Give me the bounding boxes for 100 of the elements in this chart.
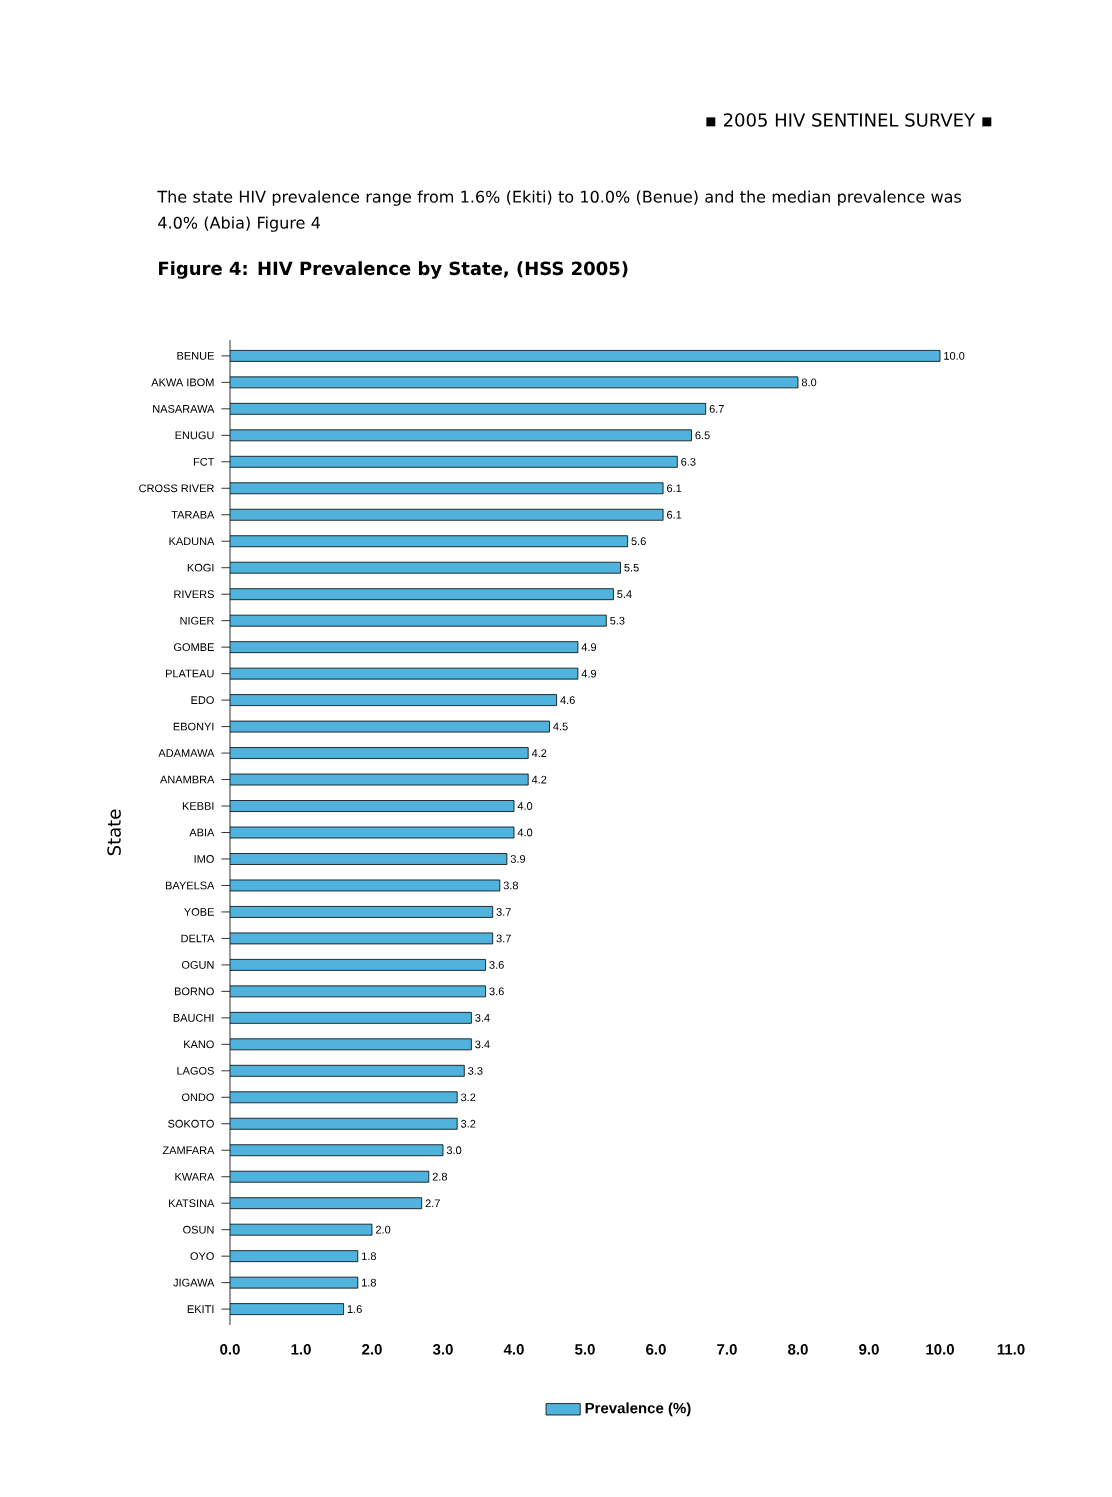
data-label: 5.5 — [624, 563, 639, 572]
y-tick-label: OGUN — [181, 960, 214, 969]
bar — [230, 800, 515, 812]
y-axis-title: State — [107, 809, 121, 856]
data-label: 5.6 — [631, 537, 646, 546]
y-tick-label: NIGER — [180, 616, 214, 625]
data-label: 4.0 — [517, 802, 533, 810]
bar — [230, 1064, 465, 1077]
y-tick-label: OYO — [190, 1252, 214, 1261]
data-label: 3.8 — [503, 881, 519, 890]
data-label: 4.2 — [531, 775, 547, 784]
bar — [230, 561, 621, 574]
bar — [230, 508, 664, 521]
data-label: 5.4 — [617, 590, 632, 599]
data-label: 3.9 — [510, 855, 526, 863]
y-tick-label: TARABA — [171, 510, 215, 519]
x-tick-label: 0.0 — [220, 1344, 240, 1355]
y-tick-label: EKITI — [187, 1305, 214, 1313]
data-label: 3.2 — [461, 1093, 476, 1102]
data-label: 4.9 — [581, 669, 597, 678]
data-label: 3.4 — [475, 1040, 490, 1049]
data-label: 3.2 — [461, 1119, 476, 1128]
x-tick-label: 7.0 — [717, 1344, 737, 1355]
y-tick-label: ONDO — [181, 1093, 214, 1102]
bar — [230, 349, 941, 362]
data-label: 1.8 — [362, 1278, 377, 1287]
legend-label: Prevalence (%) — [585, 1402, 691, 1417]
bar — [230, 1170, 430, 1183]
data-label: 2.7 — [425, 1199, 440, 1208]
y-tick-label: ENUGU — [175, 431, 214, 440]
x-tick-label: 4.0 — [503, 1344, 524, 1355]
x-tick-label: 2.0 — [362, 1344, 382, 1355]
y-tick-label: JIGAWA — [173, 1278, 215, 1287]
x-tick-label: 6.0 — [646, 1344, 666, 1355]
x-tick-label: 3.0 — [432, 1344, 453, 1355]
y-tick-label: PLATEAU — [166, 669, 214, 678]
data-label: 1.8 — [362, 1252, 377, 1261]
y-tick-label: KATSINA — [169, 1199, 215, 1208]
bar — [230, 1303, 344, 1316]
data-label: 3.7 — [496, 934, 511, 943]
y-tick-label: AKWA IBOM — [151, 378, 214, 387]
bar — [230, 1091, 458, 1104]
y-tick-label: EDO — [191, 696, 214, 704]
x-tick-label: 8.0 — [788, 1344, 808, 1355]
x-tick-label: 5.0 — [575, 1344, 595, 1355]
bar — [230, 906, 494, 918]
data-label: 8.0 — [801, 378, 817, 387]
bar — [230, 958, 486, 971]
y-tick-label: KWARA — [175, 1172, 215, 1181]
bar — [230, 1223, 373, 1236]
data-label: 3.7 — [496, 908, 511, 916]
bar — [230, 853, 508, 865]
text: The state HIV prevalence range from 1.6% (Ekiti) to 10.0% (Benue) and the median prevalence was 4.0% (Abia) Figure 4 — [157, 190, 962, 232]
data-label: 6.1 — [667, 484, 682, 493]
data-label: 4.2 — [531, 749, 547, 757]
y-tick-label: EBONYI — [173, 722, 214, 731]
bar — [230, 1197, 423, 1210]
y-tick-label: BAUCHI — [173, 1013, 214, 1022]
y-tick-label: KEBBI — [182, 802, 214, 810]
data-label: 6.3 — [681, 457, 696, 466]
bar — [230, 1011, 472, 1024]
bar — [230, 535, 628, 548]
bar — [230, 1117, 458, 1130]
bar — [230, 614, 607, 627]
data-label: 5.3 — [610, 616, 625, 625]
y-tick-label: FCT — [193, 457, 215, 466]
y-tick-label: KANO — [184, 1040, 214, 1049]
data-label: 6.1 — [667, 510, 682, 519]
bar — [230, 1038, 472, 1051]
x-tick-label: 1.0 — [291, 1344, 311, 1355]
bar — [230, 455, 678, 468]
y-tick-label: ANAMBRA — [160, 775, 215, 784]
bar — [230, 641, 579, 654]
data-label: 4.5 — [553, 722, 568, 731]
y-tick-label: ADAMAWA — [158, 749, 215, 757]
data-label: 4.6 — [560, 696, 575, 704]
data-label: 3.3 — [468, 1066, 483, 1075]
bar — [230, 402, 707, 415]
y-tick-label: IMO — [194, 855, 214, 863]
y-tick-label: DELTA — [181, 934, 215, 943]
y-tick-label: SOKOTO — [168, 1119, 214, 1128]
y-tick-label: GOMBE — [174, 643, 214, 652]
data-label: 10.0 — [944, 351, 965, 360]
data-label: 6.7 — [709, 404, 724, 413]
data-label: 3.0 — [446, 1146, 462, 1155]
y-tick-label: YOBE — [184, 908, 214, 916]
data-label: 4.0 — [517, 828, 533, 837]
bar — [230, 694, 557, 707]
data-label: 1.6 — [347, 1305, 362, 1313]
data-label: 4.9 — [581, 643, 597, 652]
text: ▪ 2005 HIV SENTINEL SURVEY ▪ — [706, 113, 992, 127]
data-label: 2.8 — [432, 1172, 448, 1181]
data-label: 2.0 — [375, 1225, 391, 1234]
y-tick-label: RIVERS — [174, 590, 214, 599]
bar — [230, 747, 529, 759]
y-tick-label: BENUE — [177, 352, 214, 360]
x-tick-label: 9.0 — [859, 1344, 879, 1355]
bar — [230, 429, 692, 442]
y-tick-label: BAYELSA — [165, 881, 215, 890]
bar — [230, 1250, 359, 1263]
